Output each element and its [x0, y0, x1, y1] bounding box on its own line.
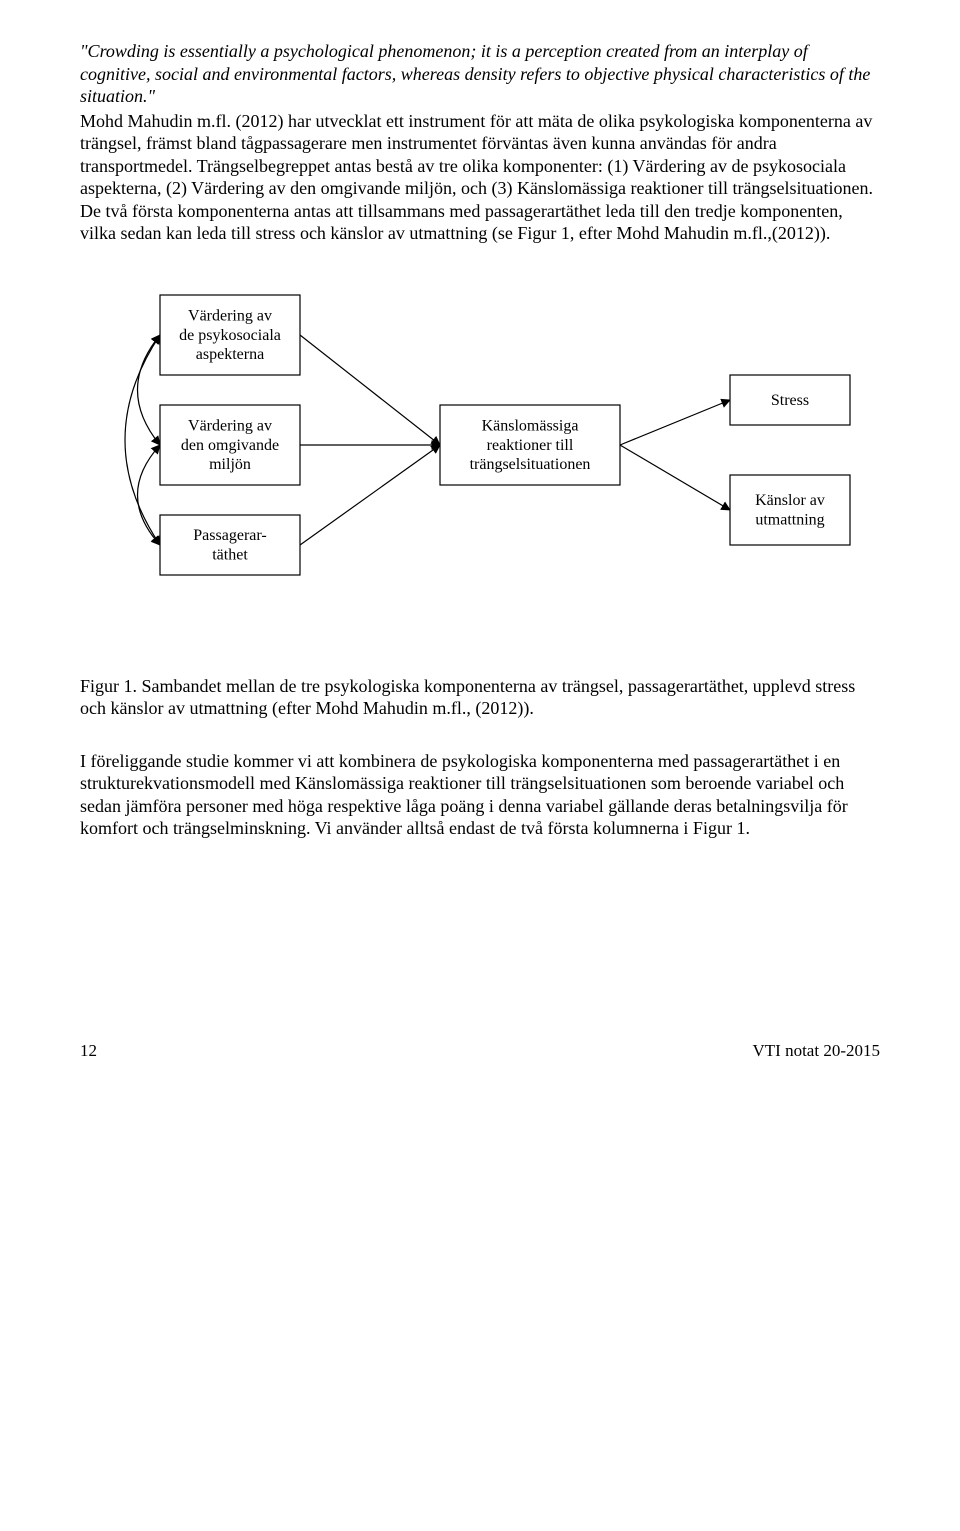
page-number: 12 — [80, 1040, 97, 1061]
svg-text:Värdering av: Värdering av — [188, 307, 272, 324]
page-footer: 12 VTI notat 20-2015 — [80, 1040, 880, 1061]
svg-text:Stress: Stress — [771, 391, 809, 408]
svg-text:reaktioner till: reaktioner till — [487, 436, 574, 453]
svg-text:Känslor av: Känslor av — [755, 492, 825, 509]
svg-text:den omgivande: den omgivande — [181, 436, 279, 453]
paragraph-1: Mohd Mahudin m.fl. (2012) har utvecklat … — [80, 110, 880, 245]
svg-text:de psykosociala: de psykosociala — [179, 326, 281, 343]
footer-right: VTI notat 20-2015 — [753, 1040, 880, 1061]
svg-text:miljön: miljön — [209, 456, 251, 473]
svg-text:Passagerar-: Passagerar- — [193, 527, 266, 544]
svg-text:trängselsituationen: trängselsituationen — [470, 456, 591, 473]
svg-text:Känslomässiga: Känslomässiga — [482, 417, 579, 434]
quote-text: "Crowding is essentially a psychological… — [80, 40, 880, 108]
svg-text:täthet: täthet — [212, 546, 248, 563]
figure-caption: Figur 1. Sambandet mellan de tre psykolo… — [80, 675, 880, 720]
svg-text:Värdering av: Värdering av — [188, 417, 272, 434]
svg-text:utmattning: utmattning — [755, 511, 824, 528]
svg-text:aspekterna: aspekterna — [196, 346, 264, 363]
flowchart-svg: Värdering av de psykosociala aspekterna Vär… — [80, 285, 880, 645]
paragraph-2: I föreliggande studie kommer vi att komb… — [80, 750, 880, 840]
figure-1-diagram: Värdering av de psykosociala aspekterna Vär… — [80, 285, 880, 645]
